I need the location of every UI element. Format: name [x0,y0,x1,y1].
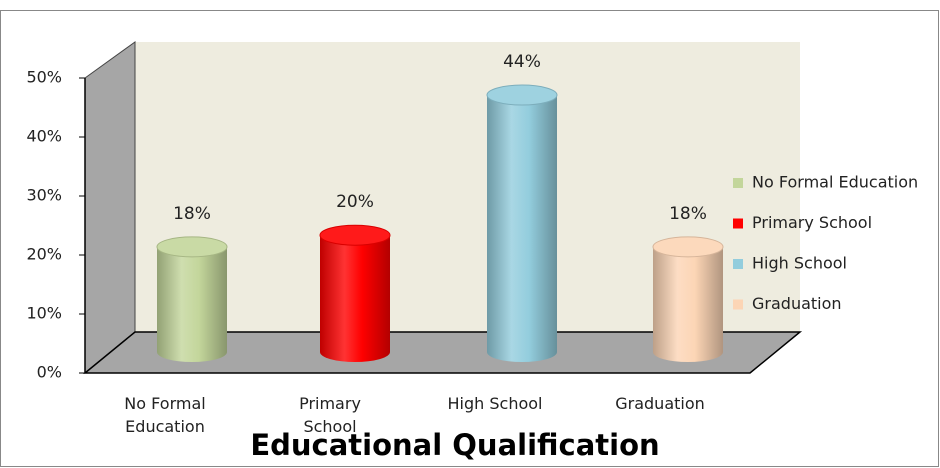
legend-label: High School [752,254,847,273]
value-label: 20% [336,192,374,212]
y-tick-label: 40% [26,127,62,146]
bar [320,235,390,362]
legend-label: Primary School [752,213,872,232]
bar [157,246,227,362]
bar-top [319,224,391,246]
bar-top [156,236,228,258]
y-tick-label: 20% [26,245,62,264]
x-tick-label: Primary School [299,394,361,436]
value-label: 44% [503,52,541,72]
legend-swatch [733,299,743,310]
bar-top [652,236,724,258]
y-tick-label: 0% [37,363,62,382]
x-axis-title: Educational Qualification [250,428,660,462]
value-label: 18% [173,204,211,224]
x-tick-label: High School [447,394,543,413]
x-tick-label: No Formal Education [124,394,206,436]
chart-border [0,10,939,467]
bar-top [486,84,558,106]
y-tick-label: 30% [26,186,62,205]
legend-label: Graduation [752,294,842,313]
legend-swatch [733,259,743,269]
value-label: 18% [669,204,707,224]
bar [653,246,723,362]
floor [82,331,803,374]
legend-swatch [733,218,743,229]
legend-swatch [733,178,743,188]
bar [487,95,557,362]
back-wall [135,42,800,332]
y-tick-label: 50% [26,68,62,87]
y-tick-label: 10% [26,304,62,323]
x-tick-label: Graduation [615,394,705,413]
side-wall [84,41,136,375]
legend-label: No Formal Education [752,173,918,192]
